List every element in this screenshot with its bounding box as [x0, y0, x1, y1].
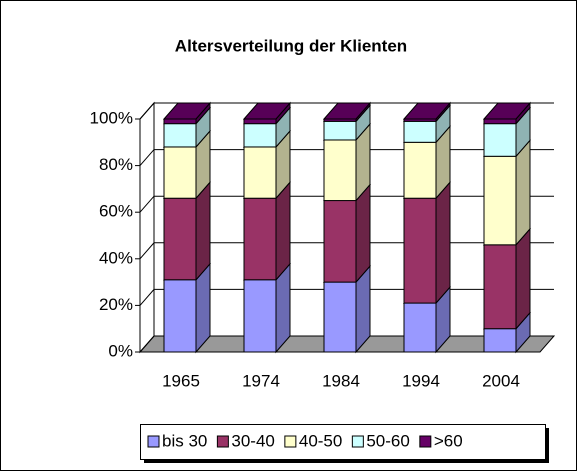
bar — [163, 118, 197, 125]
legend-swatch — [351, 435, 364, 448]
bar — [243, 118, 277, 125]
legend-swatch — [419, 435, 432, 448]
bar-side — [435, 180, 451, 305]
bar — [403, 141, 437, 199]
bar — [403, 302, 437, 353]
left-wall — [139, 101, 155, 354]
x-tick-label: 1984 — [322, 371, 360, 390]
bar — [323, 118, 357, 122]
bar — [243, 279, 277, 353]
x-tick-label: 1974 — [242, 371, 280, 390]
bar — [483, 328, 517, 353]
legend-swatch — [284, 435, 297, 448]
legend-box — [140, 424, 546, 460]
bar — [403, 197, 437, 304]
legend-swatch — [216, 435, 229, 448]
y-tick-label: 100% — [90, 108, 133, 127]
bar — [163, 146, 197, 199]
legend-label: 40-50 — [299, 431, 342, 450]
y-tick-label: 0% — [108, 341, 133, 360]
x-tick-label: 1965 — [162, 371, 200, 390]
bar — [403, 120, 437, 143]
bar — [163, 197, 197, 281]
bar — [483, 118, 517, 125]
bar — [323, 200, 357, 283]
legend-label: 50-60 — [366, 431, 409, 450]
y-tick-label: 60% — [99, 202, 133, 221]
bar-side — [195, 180, 211, 282]
legend: bis 30 30-40 40-50 50-60 >60 — [140, 424, 549, 463]
bar — [323, 120, 357, 141]
legend-swatch — [147, 435, 160, 448]
legend-label: 30-40 — [231, 431, 274, 450]
bar — [403, 118, 437, 122]
bar — [323, 281, 357, 353]
bar — [243, 123, 277, 148]
y-tick-label: 80% — [99, 155, 133, 174]
bar — [483, 155, 517, 246]
bar-side — [275, 180, 291, 282]
bar-side — [515, 227, 531, 331]
bar — [243, 197, 277, 281]
bar — [243, 146, 277, 199]
bar — [163, 123, 197, 148]
y-tick-label: 40% — [99, 248, 133, 267]
bar — [323, 139, 357, 202]
bar — [483, 123, 517, 157]
bar-side — [515, 138, 531, 247]
x-tick-label: 1994 — [402, 371, 440, 390]
legend-label: >60 — [434, 431, 463, 450]
bar-side — [355, 183, 371, 284]
legend-label: bis 30 — [162, 431, 207, 450]
bar — [163, 279, 197, 353]
chart-title: Altersverteilung der Klienten — [175, 36, 407, 55]
bar — [483, 244, 517, 330]
y-tick-label: 20% — [99, 295, 133, 314]
x-tick-label: 2004 — [482, 371, 520, 390]
